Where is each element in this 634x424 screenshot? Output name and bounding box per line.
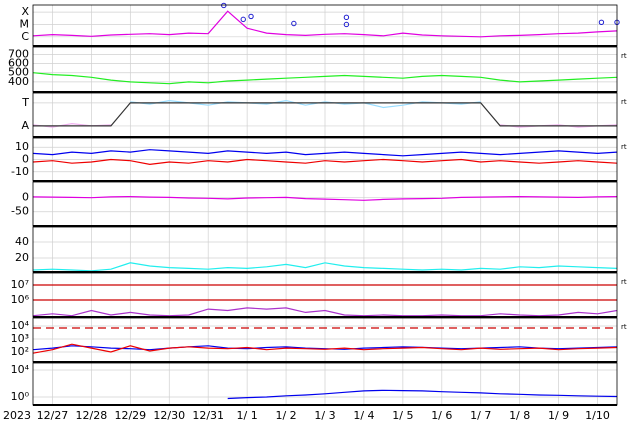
- x-tick-label: 1/ 9: [548, 409, 569, 422]
- y-tick-label: 20: [15, 251, 29, 264]
- panel-tag: rt: [621, 323, 627, 331]
- y-tick-label: 10³: [11, 332, 29, 345]
- y-tick-label: 10⁶: [11, 293, 30, 306]
- series-line: [227, 389, 618, 400]
- panel-tag: rt: [621, 52, 627, 60]
- x-tick-label: 1/ 7: [470, 409, 491, 422]
- y-tick-label: C: [21, 30, 29, 43]
- y-tick-label: 10⁷: [11, 278, 29, 291]
- flare-marker: [248, 13, 254, 20]
- x-tick-label: 12/27: [37, 409, 69, 422]
- panel-tag: rt: [621, 98, 627, 106]
- x-tick-label: 12/31: [192, 409, 224, 422]
- x-tick-label: 1/ 6: [431, 409, 452, 422]
- year-label: 2023: [3, 409, 31, 422]
- series-line: [32, 307, 618, 317]
- flare-marker: [240, 16, 246, 23]
- y-tick-label: 600: [8, 57, 29, 70]
- series-line: [32, 262, 618, 272]
- y-tick-label: -50: [11, 205, 29, 218]
- x-tick-label: 1/ 1: [237, 409, 258, 422]
- flare-marker: [343, 14, 350, 21]
- series-line: [32, 195, 618, 201]
- series-line: [33, 102, 617, 127]
- x-tick-label: 1/ 2: [275, 409, 296, 422]
- series-line: [32, 158, 618, 166]
- y-tick-label: 10⁰: [11, 390, 30, 403]
- y-tick-label: 700: [8, 47, 29, 60]
- x-tick-label: 1/ 4: [353, 409, 374, 422]
- flare-marker: [291, 20, 297, 27]
- y-tick-label: 10: [15, 140, 29, 153]
- y-tick-label: A: [21, 119, 29, 132]
- y-tick-label: -10: [11, 165, 29, 178]
- x-tick-label: 1/ 5: [392, 409, 413, 422]
- x-tick-label: 12/30: [153, 409, 185, 422]
- y-tick-label: 0: [22, 153, 29, 166]
- series-line: [32, 343, 618, 354]
- series-line: [32, 72, 618, 85]
- y-tick-label: 40: [15, 235, 29, 248]
- y-tick-label: X: [21, 5, 29, 18]
- flare-marker: [598, 19, 605, 26]
- x-tick-label: 1/ 8: [509, 409, 530, 422]
- flare-marker: [221, 2, 227, 9]
- x-tick-label: 12/29: [114, 409, 146, 422]
- x-tick-label: 1/ 3: [314, 409, 335, 422]
- series-line: [32, 10, 618, 38]
- flare-marker: [343, 21, 350, 28]
- y-tick-label: 10⁴: [11, 319, 30, 332]
- x-tick-label: 12/28: [76, 409, 108, 422]
- y-tick-label: M: [20, 17, 30, 30]
- series-line: [32, 149, 618, 157]
- y-tick-label: 0: [22, 190, 29, 203]
- x-tick-label: 1/10: [585, 409, 610, 422]
- y-tick-label: 400: [8, 75, 29, 88]
- series-line: [130, 99, 481, 109]
- y-tick-label: 500: [8, 66, 29, 79]
- panel-tag: rt: [621, 143, 627, 151]
- panel-tag: rt: [621, 278, 627, 286]
- y-tick-label: T: [21, 96, 29, 109]
- y-tick-label: 10⁴: [11, 363, 30, 376]
- y-tick-label: 10²: [11, 345, 29, 358]
